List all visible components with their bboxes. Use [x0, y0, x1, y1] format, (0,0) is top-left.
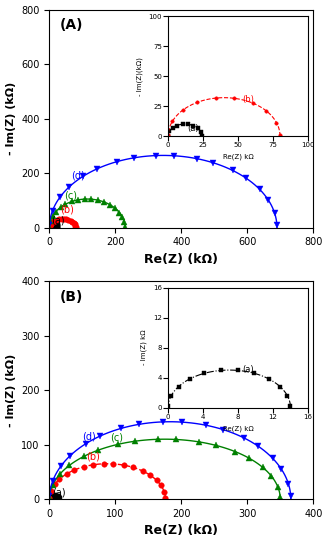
Text: (b): (b)	[60, 205, 74, 214]
X-axis label: Re(Z) (kΩ): Re(Z) (kΩ)	[144, 253, 218, 266]
Text: (d): (d)	[82, 432, 96, 441]
Y-axis label: - Im(Z) (kΩ): - Im(Z) (kΩ)	[6, 82, 15, 155]
Text: (A): (A)	[60, 18, 83, 32]
Text: (c): (c)	[64, 191, 77, 200]
Text: (c): (c)	[110, 432, 123, 442]
Y-axis label: - Im(Z) (kΩ): - Im(Z) (kΩ)	[6, 353, 15, 427]
Text: (a): (a)	[52, 488, 66, 497]
X-axis label: Re(Z) (kΩ): Re(Z) (kΩ)	[144, 525, 218, 538]
Text: (b): (b)	[86, 452, 100, 462]
Text: (a): (a)	[51, 216, 65, 225]
Text: (d): (d)	[72, 171, 85, 180]
Text: (B): (B)	[60, 290, 83, 304]
